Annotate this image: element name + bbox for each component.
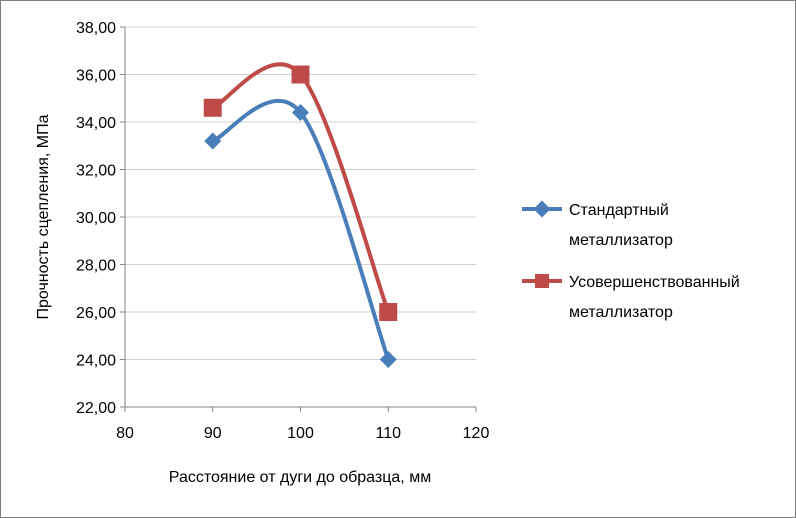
legend-label-standard-line2: металлизатор — [569, 232, 673, 249]
y-tick-label: 34,00 — [76, 115, 116, 132]
series-line — [211, 62, 391, 313]
y-axis-title: Прочность сцепления, МПа — [35, 114, 52, 319]
data-point-square — [203, 98, 222, 117]
legend-item-standard: Стандартный металлизатор — [522, 200, 673, 249]
y-tick-label: 32,00 — [76, 163, 116, 180]
x-tick-label: 80 — [116, 425, 134, 442]
x-tick-label: 90 — [204, 425, 222, 442]
data-point-square — [379, 303, 398, 321]
y-tick-label: 26,00 — [76, 305, 116, 322]
y-tick-label: 36,00 — [76, 68, 116, 85]
data-point-diamond — [379, 351, 397, 368]
x-tick-label: 110 — [375, 425, 401, 442]
tick-labels: 22,00 24,00 26,00 28,00 30,00 32,00 34,00 36,00… — [76, 20, 489, 442]
series-standard — [204, 98, 397, 368]
series-improved — [203, 62, 398, 321]
data-point-square — [291, 65, 310, 84]
y-tick-label: 38,00 — [76, 20, 116, 37]
axes — [120, 26, 477, 412]
x-tick-label: 100 — [287, 425, 314, 442]
legend-marker-square — [535, 274, 549, 288]
x-axis-title: Расстояние от дуги до образца, мм — [169, 469, 431, 486]
y-tick-label: 24,00 — [76, 353, 116, 370]
legend-item-improved: Усовершенствованный металлизатор — [522, 274, 740, 321]
y-tick-label: 28,00 — [76, 258, 116, 275]
data-point-diamond — [292, 104, 309, 121]
series-group — [203, 62, 398, 368]
legend-marker-diamond — [533, 200, 551, 218]
series-line — [211, 98, 391, 361]
gridlines — [125, 26, 476, 360]
legend-label-standard-line1: Стандартный — [569, 202, 669, 219]
legend-label-improved-line2: металлизатор — [569, 304, 673, 321]
x-tick-label: 120 — [463, 425, 490, 442]
y-tick-label: 30,00 — [76, 210, 116, 227]
legend: Стандартный металлизатор Усовершенствова… — [522, 200, 740, 321]
data-point-diamond — [204, 132, 222, 150]
y-tick-label: 22,00 — [76, 400, 116, 417]
legend-label-improved-line1: Усовершенствованный — [569, 274, 740, 291]
